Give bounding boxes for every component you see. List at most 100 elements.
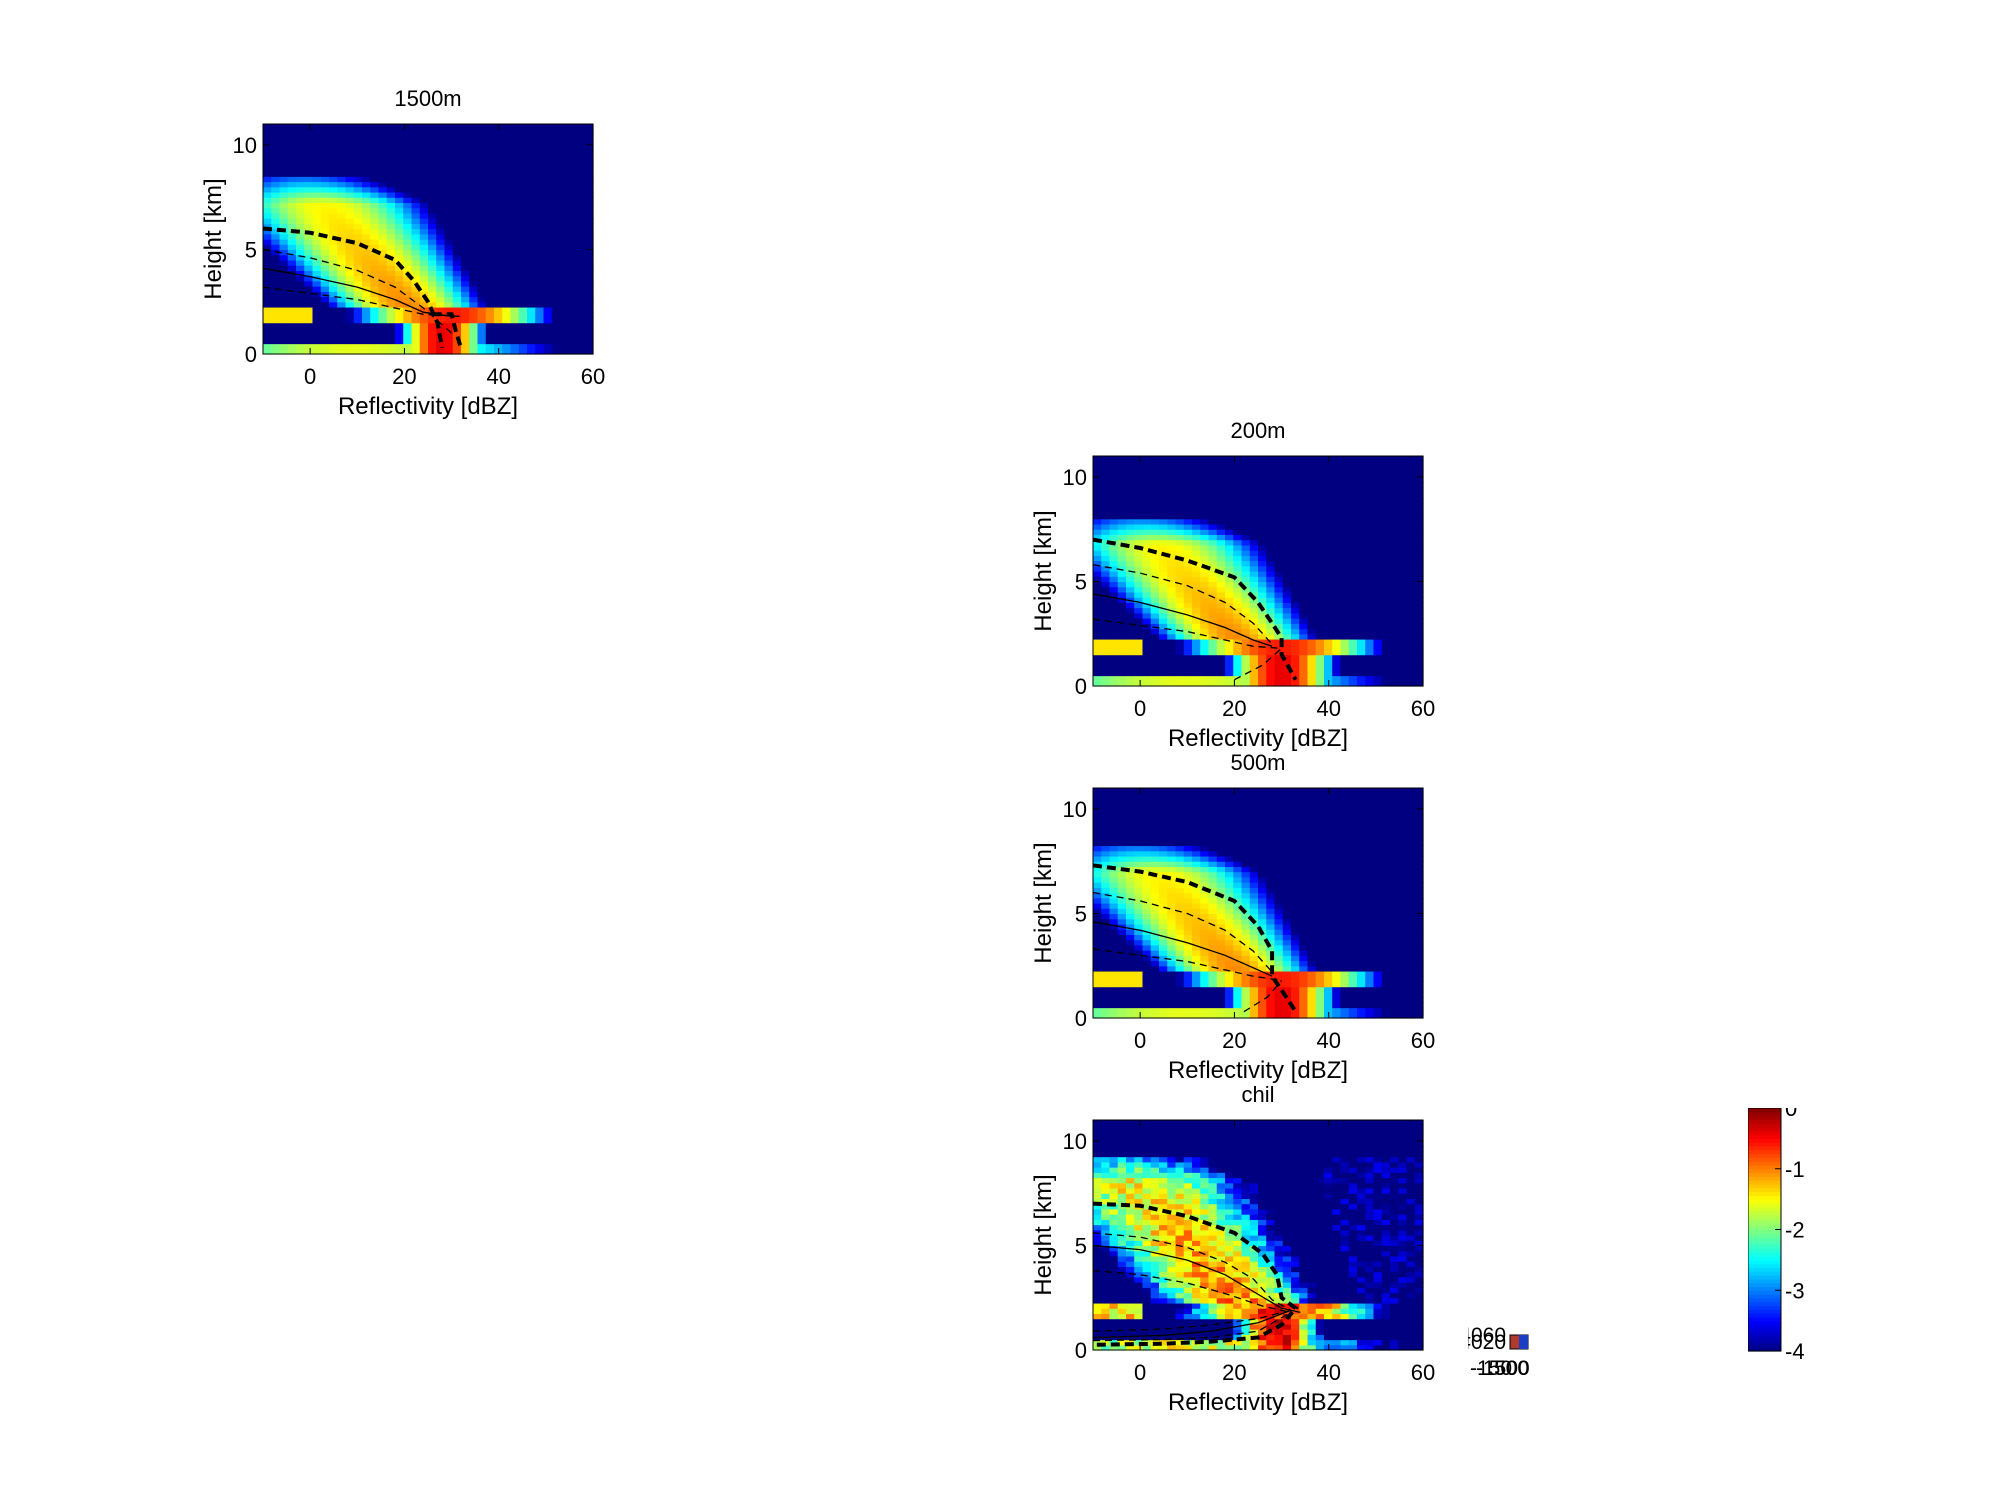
heatmap-cell: [1365, 576, 1375, 583]
heatmap-cell: [469, 160, 479, 167]
heatmap-cell: [1390, 476, 1399, 483]
heatmap-cell: [1225, 793, 1234, 800]
heatmap-cell: [518, 312, 528, 319]
heatmap-cell: [1332, 840, 1342, 847]
heatmap-cell: [1266, 814, 1276, 820]
heatmap-cell: [345, 259, 355, 266]
heatmap-cell: [1126, 497, 1135, 504]
heatmap-cell: [1225, 866, 1234, 873]
heatmap-cell: [576, 181, 586, 188]
heatmap-cell: [1291, 492, 1300, 499]
heatmap-cell: [1414, 497, 1424, 504]
heatmap-cell: [1291, 597, 1300, 603]
heatmap-cell: [1150, 680, 1160, 687]
heatmap-cell: [543, 280, 553, 287]
heatmap-cell: [584, 186, 594, 193]
heatmap-cell: [1249, 675, 1259, 682]
heatmap-cell: [395, 286, 404, 292]
heatmap-cell: [1126, 861, 1135, 868]
heatmap-cell: [1208, 981, 1218, 988]
heatmap-cell: [1381, 534, 1391, 541]
heatmap-cell: [1299, 976, 1309, 983]
heatmap-cell: [1365, 633, 1375, 640]
heatmap-cell: [1183, 991, 1193, 998]
heatmap-cell: [1208, 798, 1218, 805]
heatmap-cell: [386, 139, 396, 146]
heatmap-cell: [1216, 503, 1226, 509]
heatmap-cell: [1340, 882, 1350, 888]
heatmap-cell: [1381, 476, 1391, 483]
heatmap-cell: [1101, 808, 1111, 815]
heatmap-cell: [1274, 550, 1284, 556]
heatmap-cell: [1282, 950, 1292, 956]
heatmap-cell: [362, 228, 371, 235]
heatmap-cell: [279, 144, 289, 151]
heatmap-cell: [469, 239, 479, 245]
heatmap-cell: [535, 296, 545, 303]
heatmap-cell: [1332, 918, 1342, 925]
heatmap-cell: [337, 207, 347, 214]
heatmap-cell: [1299, 1002, 1309, 1009]
x-tick-label: 40: [1316, 696, 1340, 721]
heatmap-cell: [1348, 829, 1358, 836]
heatmap-cell: [485, 134, 495, 141]
heatmap-cell: [527, 134, 536, 141]
heatmap-cell: [428, 327, 437, 334]
heatmap-cell: [312, 265, 322, 271]
heatmap-cell: [1200, 960, 1210, 967]
heatmap-cell: [296, 134, 305, 141]
heatmap-cell: [1258, 597, 1267, 603]
heatmap-cell: [1134, 523, 1144, 530]
heatmap-cell: [329, 207, 338, 214]
heatmap-cell: [1348, 633, 1358, 640]
heatmap-cell: [1200, 571, 1210, 577]
heatmap-cell: [1117, 788, 1127, 794]
heatmap-cell: [1126, 934, 1135, 941]
heatmap-cell: [1406, 607, 1416, 614]
heatmap-cell: [1406, 555, 1416, 562]
heatmap-cell: [1175, 644, 1185, 651]
heatmap-cell: [1406, 497, 1416, 504]
heatmap-cell: [320, 333, 330, 339]
heatmap-cell: [1150, 633, 1160, 640]
heatmap-cell: [1233, 986, 1243, 993]
heatmap-cell: [312, 343, 322, 350]
heatmap-cell: [1233, 680, 1243, 687]
heatmap-cell: [1241, 513, 1251, 520]
heatmap-cell: [1167, 618, 1177, 624]
heatmap-cell: [1340, 918, 1350, 925]
heatmap-cell: [1340, 976, 1350, 983]
heatmap-cell: [1142, 850, 1152, 857]
heatmap-cell: [1233, 670, 1243, 677]
heatmap-cell: [428, 218, 437, 224]
heatmap-cell: [1282, 618, 1292, 624]
heatmap-cell: [1183, 623, 1193, 630]
heatmap-cell: [1159, 612, 1168, 619]
heatmap-cell: [304, 301, 314, 308]
heatmap-cell: [1175, 618, 1185, 624]
heatmap-cell: [296, 223, 305, 230]
heatmap-cell: [1192, 534, 1201, 541]
heatmap-cell: [378, 223, 388, 230]
heatmap-cell: [1307, 829, 1317, 836]
heatmap-cell: [1241, 581, 1251, 588]
heatmap-cell: [485, 202, 495, 209]
heatmap-cell: [568, 259, 578, 266]
heatmap-cell: [576, 129, 586, 136]
heatmap-cell: [1266, 866, 1276, 873]
heatmap-cell: [362, 322, 371, 329]
heatmap-cell: [444, 207, 454, 214]
heatmap-cell: [1357, 466, 1366, 473]
heatmap-cell: [1150, 939, 1160, 946]
heatmap-cell: [1291, 565, 1300, 572]
heatmap-cell: [395, 218, 404, 224]
heatmap-cell: [1406, 503, 1416, 509]
heatmap-cell: [1134, 903, 1144, 909]
heatmap-cell: [1109, 644, 1119, 651]
heatmap-cell: [469, 207, 479, 214]
heatmap-cell: [1266, 887, 1276, 894]
heatmap-cell: [1183, 675, 1193, 682]
heatmap-cell: [428, 286, 437, 292]
heatmap-cell: [1134, 560, 1144, 567]
heatmap-cell: [1101, 665, 1111, 671]
